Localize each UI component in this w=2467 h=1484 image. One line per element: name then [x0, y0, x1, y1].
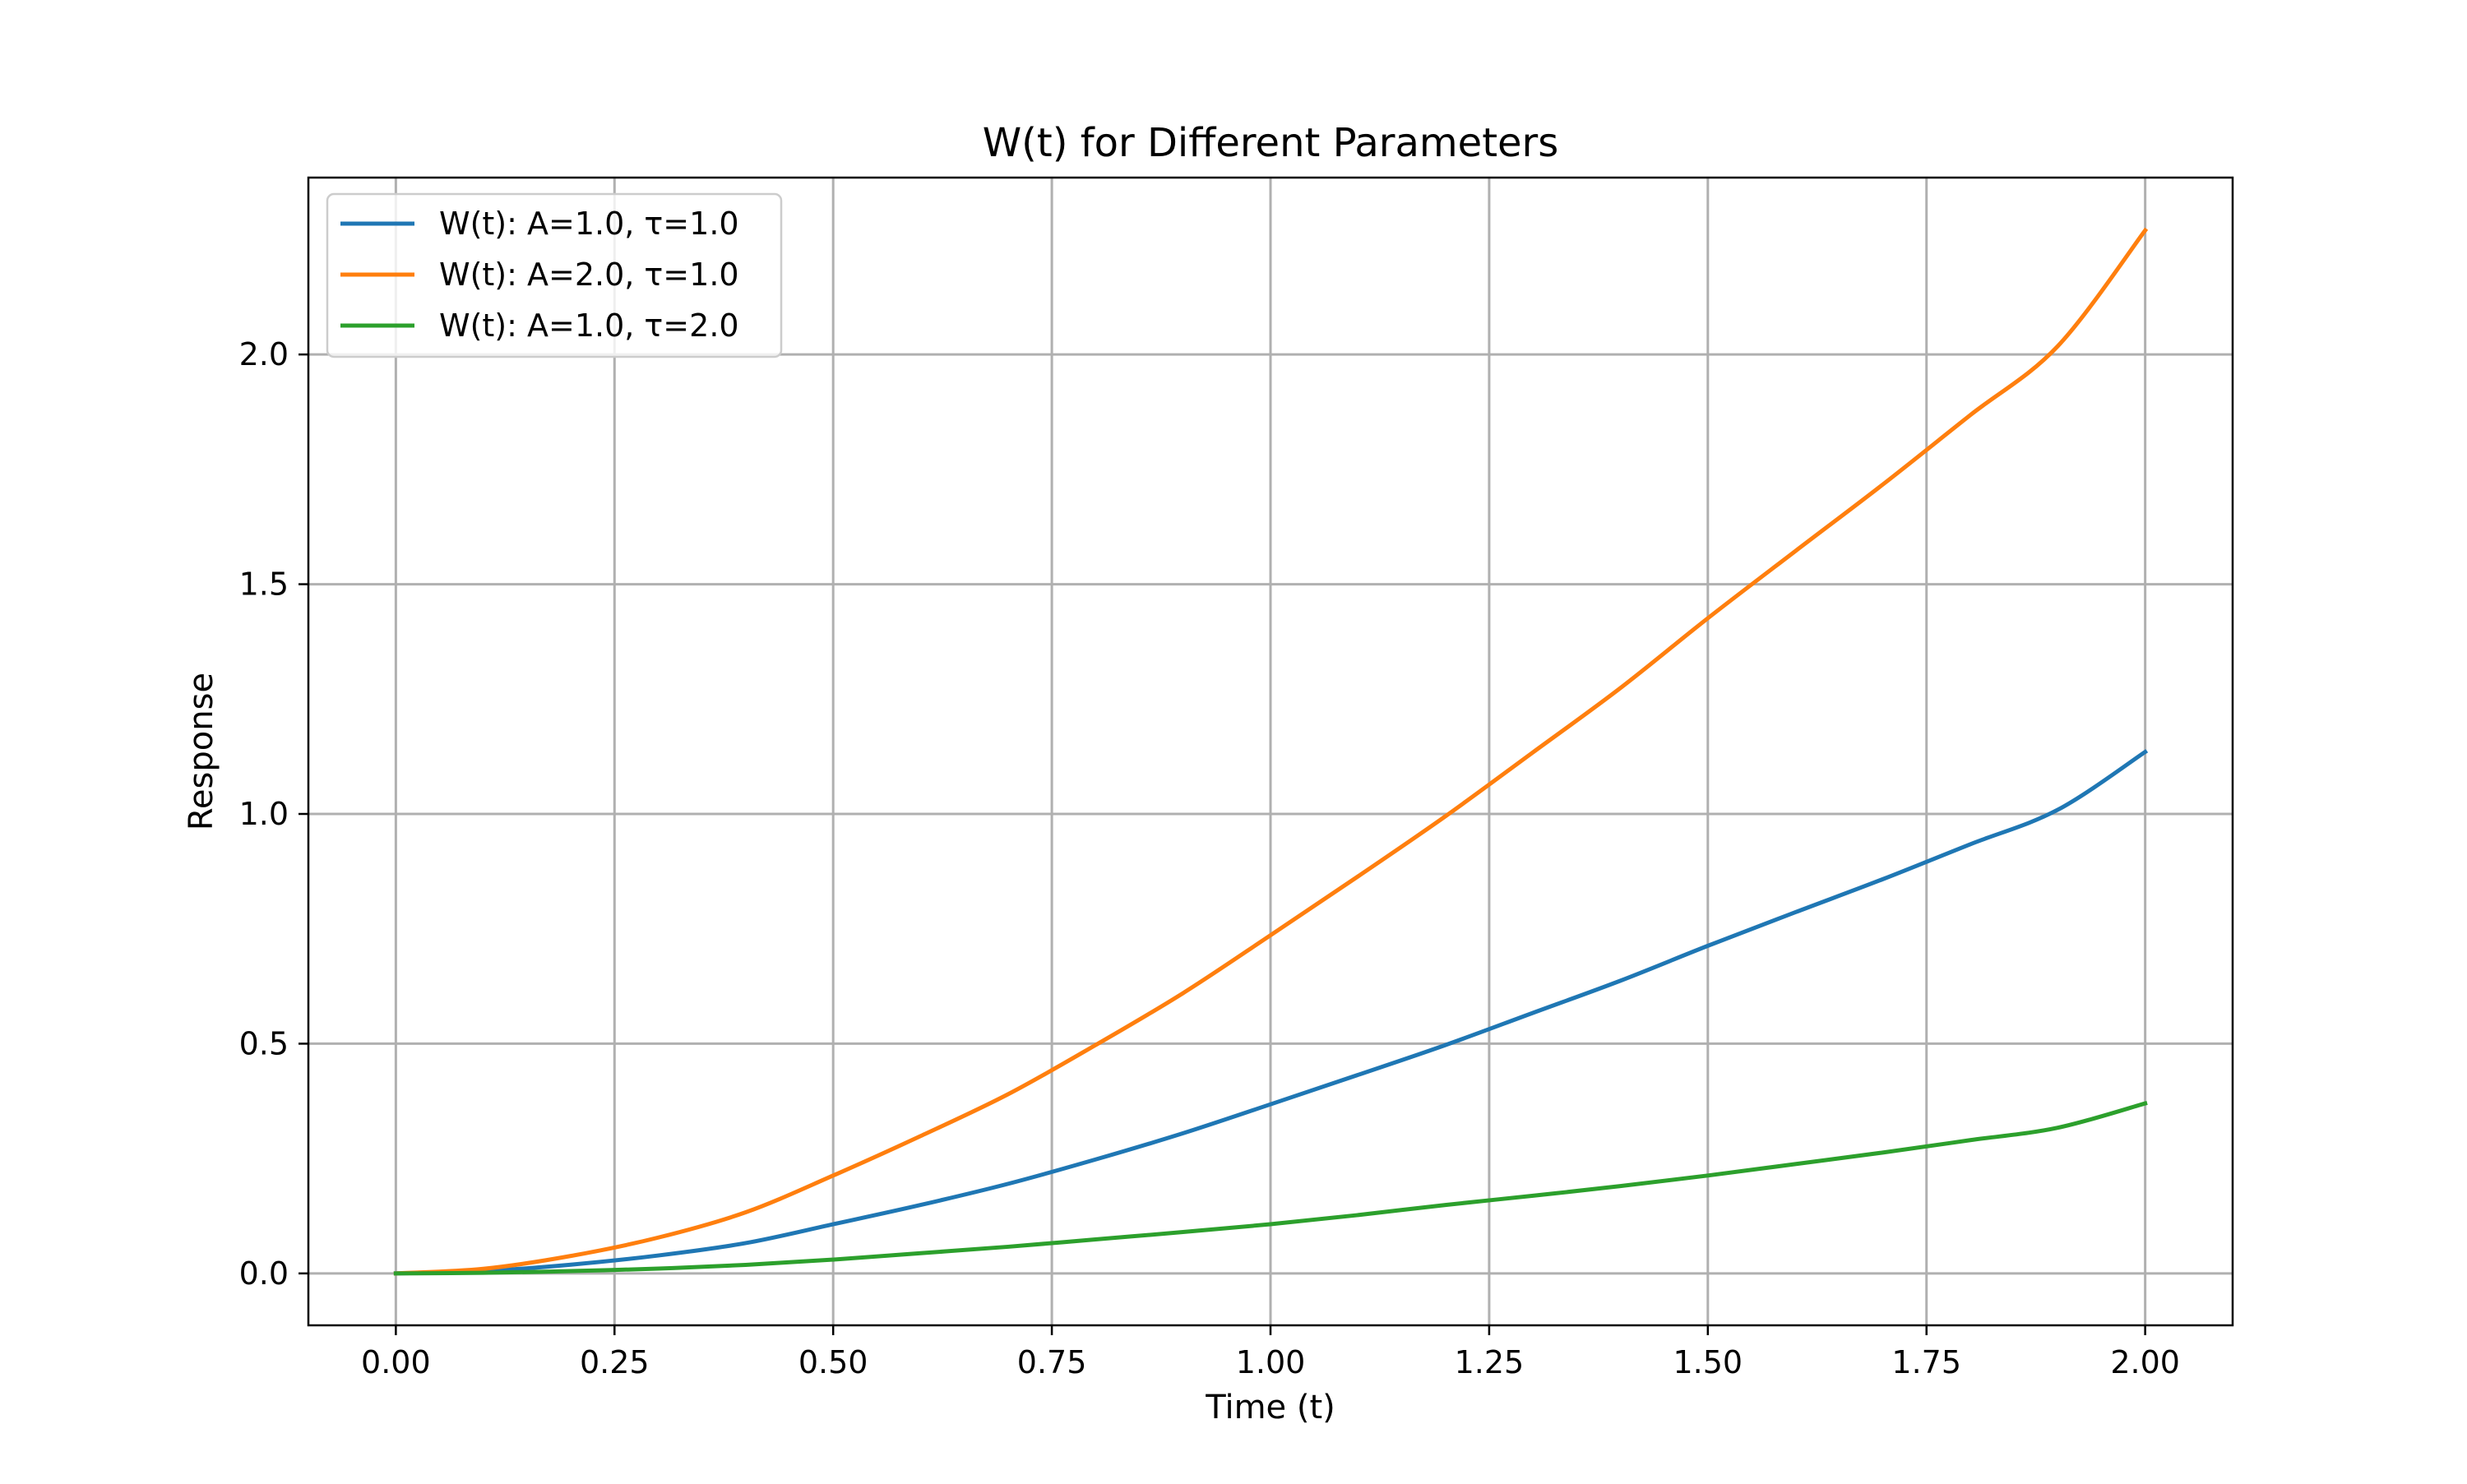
axis-ticks: 0.00 0.25 0.50 0.75 1.00 1.25 1.50 1.75 2.00 0.0 0…	[239, 336, 2180, 1380]
grid	[308, 178, 2233, 1325]
x-tick-label: 0.75	[1017, 1344, 1087, 1380]
y-tick-label: 1.0	[239, 796, 289, 832]
series-line-2	[393, 227, 2149, 1276]
x-tick-label: 0.25	[580, 1344, 650, 1380]
x-tick-label: 2.00	[2110, 1344, 2180, 1380]
y-tick-label: 0.0	[239, 1255, 289, 1292]
legend-label-3: W(t): A=1.0, τ=2.0	[439, 307, 739, 344]
legend: W(t): A=1.0, τ=1.0 W(t): A=2.0, τ=1.0 W(t)…	[326, 192, 783, 358]
series-line-3	[393, 1101, 2148, 1276]
legend-label-2: W(t): A=2.0, τ=1.0	[439, 257, 739, 293]
series-line-1	[393, 749, 2149, 1276]
x-tick-label: 0.00	[361, 1344, 431, 1380]
x-tick-label: 1.75	[1891, 1344, 1961, 1380]
x-tick-label: 1.50	[1673, 1344, 1743, 1380]
legend-box	[326, 192, 783, 358]
x-tick-label: 1.00	[1236, 1344, 1306, 1380]
x-axis-label: Time (t)	[1205, 1389, 1335, 1426]
legend-label-1: W(t): A=1.0, τ=1.0	[439, 206, 739, 242]
x-tick-label: 1.25	[1455, 1344, 1525, 1380]
y-tick-label: 2.0	[239, 336, 289, 372]
chart-title: W(t) for Different Parameters	[983, 120, 1559, 166]
y-axis-label: Response	[183, 673, 220, 830]
x-tick-label: 0.50	[798, 1344, 868, 1380]
y-tick-label: 0.5	[239, 1025, 289, 1061]
y-tick-label: 1.5	[239, 566, 289, 603]
series-lines	[393, 227, 2149, 1276]
